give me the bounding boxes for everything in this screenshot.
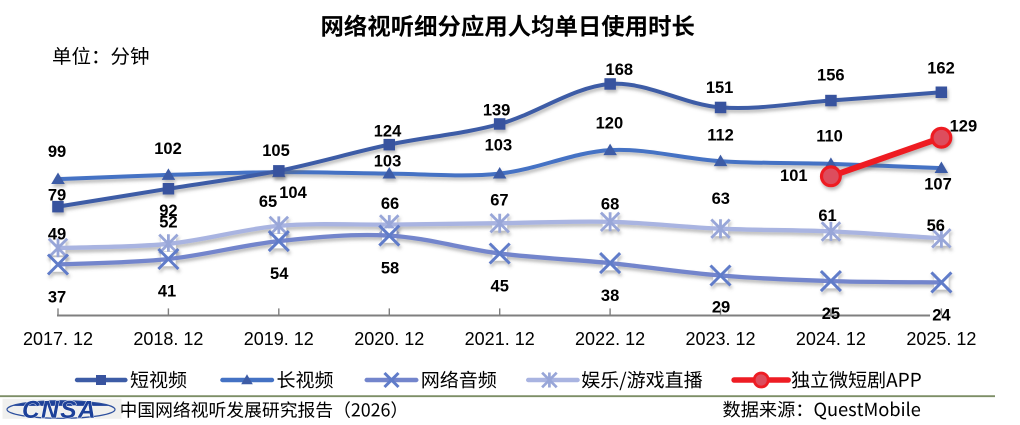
svg-text:110: 110 bbox=[816, 127, 843, 145]
svg-text:66: 66 bbox=[381, 195, 399, 213]
svg-text:124: 124 bbox=[374, 123, 402, 141]
svg-text:112: 112 bbox=[707, 127, 734, 145]
svg-text:2025. 12: 2025. 12 bbox=[906, 329, 976, 349]
svg-text:104: 104 bbox=[279, 184, 307, 202]
svg-text:38: 38 bbox=[601, 287, 619, 305]
svg-text:58: 58 bbox=[381, 259, 399, 277]
svg-text:139: 139 bbox=[483, 102, 511, 120]
svg-text:102: 102 bbox=[154, 140, 182, 158]
svg-text:2019. 12: 2019. 12 bbox=[244, 329, 314, 349]
svg-text:2022. 12: 2022. 12 bbox=[575, 329, 645, 349]
svg-text:56: 56 bbox=[927, 217, 945, 235]
svg-text:99: 99 bbox=[48, 143, 66, 161]
svg-text:24: 24 bbox=[932, 306, 951, 324]
svg-text:92: 92 bbox=[159, 202, 177, 220]
svg-text:79: 79 bbox=[48, 187, 66, 205]
svg-text:2020. 12: 2020. 12 bbox=[354, 329, 424, 349]
svg-text:54: 54 bbox=[270, 265, 289, 283]
svg-text:2023. 12: 2023. 12 bbox=[685, 329, 755, 349]
svg-text:2024. 12: 2024. 12 bbox=[796, 329, 866, 349]
svg-text:37: 37 bbox=[48, 289, 66, 307]
svg-text:107: 107 bbox=[924, 176, 952, 194]
svg-text:101: 101 bbox=[780, 167, 808, 185]
svg-text:29: 29 bbox=[712, 299, 730, 317]
svg-text:2017. 12: 2017. 12 bbox=[23, 329, 93, 349]
svg-text:65: 65 bbox=[259, 193, 277, 211]
svg-text:156: 156 bbox=[817, 66, 845, 84]
svg-text:168: 168 bbox=[606, 61, 634, 79]
svg-text:52: 52 bbox=[159, 214, 177, 232]
svg-text:41: 41 bbox=[158, 282, 176, 300]
svg-text:162: 162 bbox=[927, 60, 955, 78]
svg-text:2018. 12: 2018. 12 bbox=[133, 329, 203, 349]
svg-text:120: 120 bbox=[596, 115, 624, 133]
svg-text:63: 63 bbox=[712, 190, 730, 208]
svg-text:25: 25 bbox=[822, 305, 840, 323]
svg-text:67: 67 bbox=[490, 192, 508, 210]
svg-text:151: 151 bbox=[706, 79, 734, 97]
svg-text:2021. 12: 2021. 12 bbox=[465, 329, 535, 349]
svg-text:103: 103 bbox=[485, 137, 513, 155]
svg-text:103: 103 bbox=[374, 152, 402, 170]
svg-text:105: 105 bbox=[262, 142, 290, 160]
svg-text:129: 129 bbox=[950, 118, 978, 136]
svg-text:68: 68 bbox=[601, 196, 619, 214]
svg-text:49: 49 bbox=[48, 226, 66, 244]
svg-text:61: 61 bbox=[818, 207, 836, 225]
svg-text:45: 45 bbox=[491, 278, 509, 296]
